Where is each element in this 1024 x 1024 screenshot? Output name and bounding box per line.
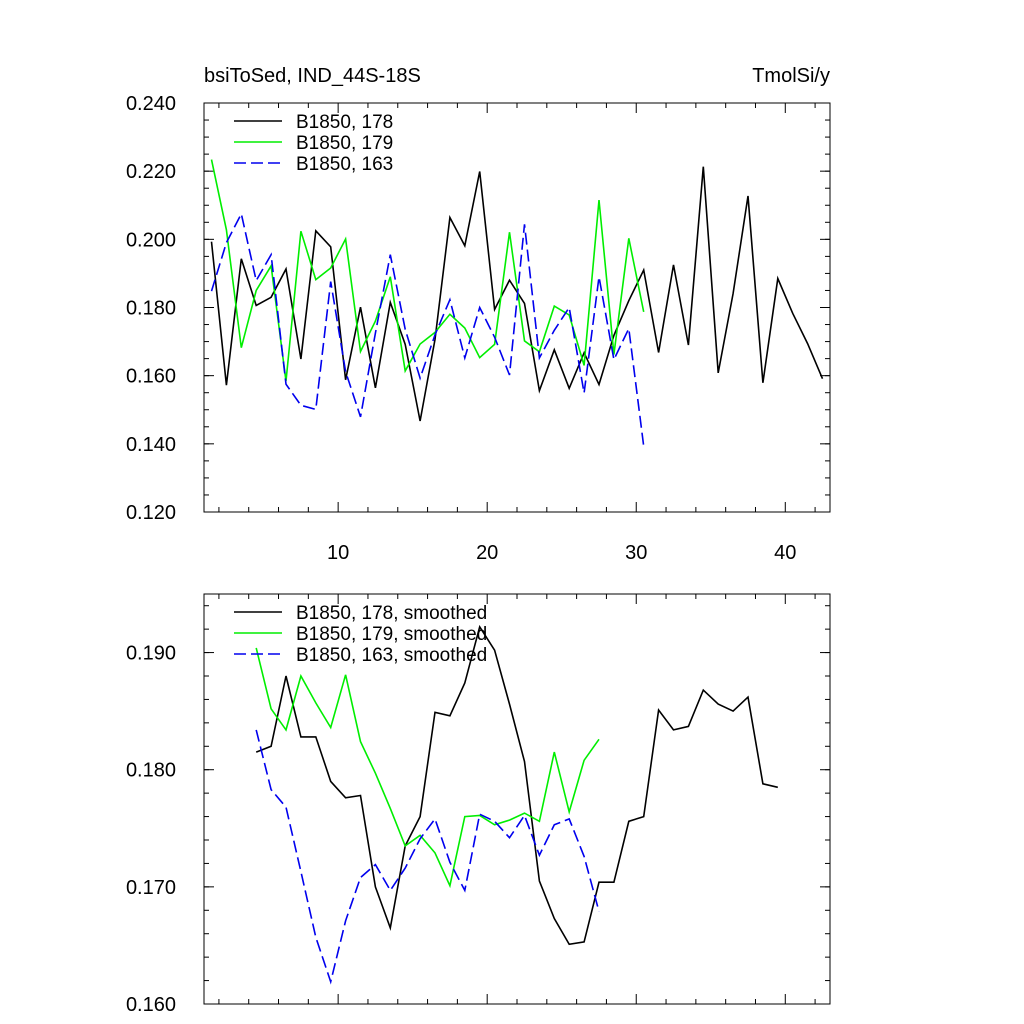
bottom-panel: 0.190 0.180 0.170 0.160 B1850, 178, smoothed… [126,593,831,1016]
x-tick-label: 30 [625,542,647,564]
legend-entry: B1850, 179 [296,133,393,154]
legend-entry: B1850, 163, smoothed [296,645,487,666]
y-tick-label: 0.170 [126,877,176,899]
y-tick-label: 0.160 [126,366,176,388]
series-line-b1850-179-smoothed [255,647,600,889]
x-tick-label: 10 [327,542,349,564]
chart-title-left: bsiToSed, IND_44S-18S [204,65,421,87]
top-panel: 0.240 0.220 0.200 0.180 0.160 0.140 0.120 10 20 3… [126,93,831,564]
y-tick-label: 0.140 [126,434,176,456]
y-tick-label: 0.240 [126,93,176,115]
legend-entry: B1850, 178, smoothed [296,603,487,624]
legend-entry: B1850, 179, smoothed [296,624,487,645]
x-tick-label: 40 [774,542,796,564]
x-tick-label: 20 [476,542,498,564]
legend-entry: B1850, 163 [296,154,393,175]
series-line-b1850-163-smoothed [255,729,600,985]
series-line-b1850-178-smoothed [255,624,778,946]
y-tick-label: 0.180 [126,298,176,320]
y-tick-label: 0.180 [126,760,176,782]
y-tick-label: 0.190 [126,643,176,665]
y-tick-label: 0.120 [126,502,176,524]
legend-entry: B1850, 178 [296,112,393,133]
series-line-b1850-163 [210,211,645,447]
y-tick-label: 0.220 [126,161,176,183]
y-tick-label: 0.160 [126,994,176,1016]
y-tick-label: 0.200 [126,229,176,251]
chart-units-label: TmolSi/y [752,65,830,87]
